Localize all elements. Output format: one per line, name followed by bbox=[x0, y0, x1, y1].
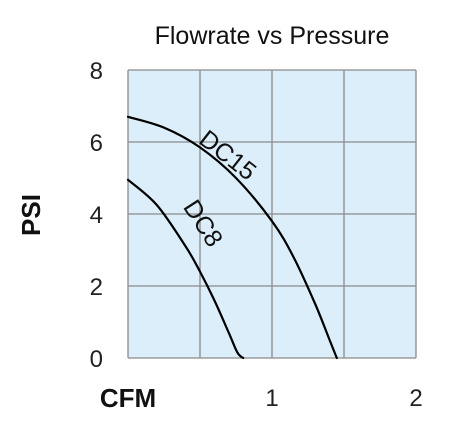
grid-lines bbox=[127, 69, 417, 359]
y-axis-label: PSI bbox=[16, 194, 46, 236]
series-lines bbox=[126, 115, 338, 360]
y-tick-label: 2 bbox=[90, 274, 103, 301]
y-tick-label: 8 bbox=[90, 58, 103, 85]
y-tick-label: 6 bbox=[90, 130, 103, 157]
x-tick-label: 2 bbox=[409, 385, 422, 412]
x-tick-label: 1 bbox=[265, 385, 278, 412]
chart-title: Flowrate vs Pressure bbox=[155, 22, 390, 50]
series-line-dc15 bbox=[126, 115, 338, 360]
y-tick-label: 0 bbox=[90, 346, 103, 373]
x-axis-label: CFM bbox=[100, 383, 156, 413]
y-tick-label: 4 bbox=[90, 202, 103, 229]
series-line-dc8 bbox=[126, 178, 245, 360]
y-tick-labels: 0 2 4 6 8 bbox=[90, 58, 103, 373]
